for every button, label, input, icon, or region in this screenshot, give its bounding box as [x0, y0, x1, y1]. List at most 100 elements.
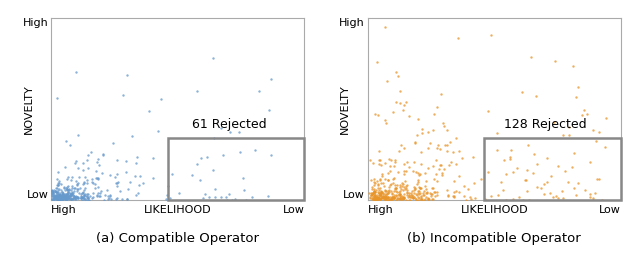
Point — [371, 197, 381, 201]
Point — [79, 193, 89, 197]
Point — [404, 193, 414, 197]
Point — [365, 195, 376, 199]
Text: Low: Low — [282, 205, 305, 215]
Point — [73, 166, 83, 170]
Point — [385, 195, 395, 199]
Point — [56, 182, 66, 186]
Point — [386, 197, 396, 201]
Point — [52, 197, 63, 201]
Point — [115, 189, 125, 193]
Point — [60, 195, 70, 199]
Point — [60, 192, 70, 196]
Point — [395, 197, 405, 201]
Point — [553, 164, 563, 168]
Point — [51, 195, 61, 199]
Point — [426, 192, 436, 196]
Point — [399, 185, 409, 189]
Point — [421, 187, 431, 191]
Point — [413, 195, 423, 199]
Point — [51, 190, 61, 194]
Point — [373, 197, 383, 201]
Point — [375, 196, 385, 200]
Point — [47, 190, 58, 195]
Point — [391, 189, 401, 194]
Point — [111, 197, 121, 201]
Point — [383, 197, 394, 201]
Point — [58, 193, 68, 197]
Point — [53, 193, 63, 197]
Point — [416, 186, 426, 190]
Point — [550, 59, 560, 63]
Point — [62, 187, 72, 191]
Point — [389, 189, 399, 193]
Point — [122, 72, 132, 77]
Point — [100, 193, 110, 197]
Point — [51, 194, 61, 198]
Point — [104, 193, 115, 197]
Point — [52, 181, 63, 185]
Point — [92, 176, 102, 180]
Point — [51, 197, 61, 201]
Point — [52, 194, 63, 198]
Point — [111, 158, 122, 162]
Point — [432, 193, 442, 197]
Point — [63, 187, 74, 191]
Point — [428, 128, 438, 132]
Point — [499, 158, 509, 162]
Point — [122, 197, 132, 201]
Point — [397, 194, 408, 198]
Point — [54, 191, 64, 196]
Point — [63, 196, 74, 200]
Point — [365, 191, 376, 195]
Point — [415, 186, 425, 190]
Point — [431, 146, 442, 151]
Point — [67, 190, 77, 194]
Point — [87, 180, 97, 184]
Point — [254, 89, 264, 93]
Point — [70, 186, 80, 190]
Point — [56, 196, 66, 200]
Point — [227, 198, 237, 202]
Point — [58, 192, 68, 196]
Point — [80, 192, 90, 196]
Point — [413, 171, 423, 175]
Point — [92, 194, 102, 198]
Point — [376, 190, 386, 195]
Point — [108, 141, 118, 145]
Point — [56, 194, 67, 198]
Point — [95, 194, 105, 198]
Point — [62, 194, 72, 198]
Point — [568, 64, 578, 68]
Point — [372, 193, 383, 197]
Point — [496, 180, 506, 184]
Point — [81, 198, 91, 202]
Point — [383, 195, 394, 199]
Point — [396, 143, 406, 147]
Point — [508, 170, 518, 175]
Point — [121, 170, 131, 174]
Point — [454, 149, 464, 153]
Point — [384, 189, 394, 194]
Point — [163, 184, 173, 188]
Point — [368, 161, 378, 165]
Point — [77, 198, 87, 202]
Point — [417, 197, 428, 201]
Point — [592, 177, 602, 181]
Point — [571, 95, 581, 99]
Point — [52, 196, 62, 200]
Point — [564, 124, 574, 129]
Point — [69, 194, 79, 198]
Point — [54, 193, 65, 197]
Point — [378, 196, 388, 200]
Point — [174, 191, 184, 195]
Point — [162, 193, 172, 197]
Point — [52, 196, 62, 200]
Point — [91, 169, 101, 174]
Point — [394, 101, 404, 105]
Point — [63, 191, 73, 195]
Point — [369, 183, 379, 187]
Point — [379, 194, 389, 198]
Point — [428, 164, 438, 168]
Point — [368, 197, 378, 201]
Point — [57, 197, 67, 201]
